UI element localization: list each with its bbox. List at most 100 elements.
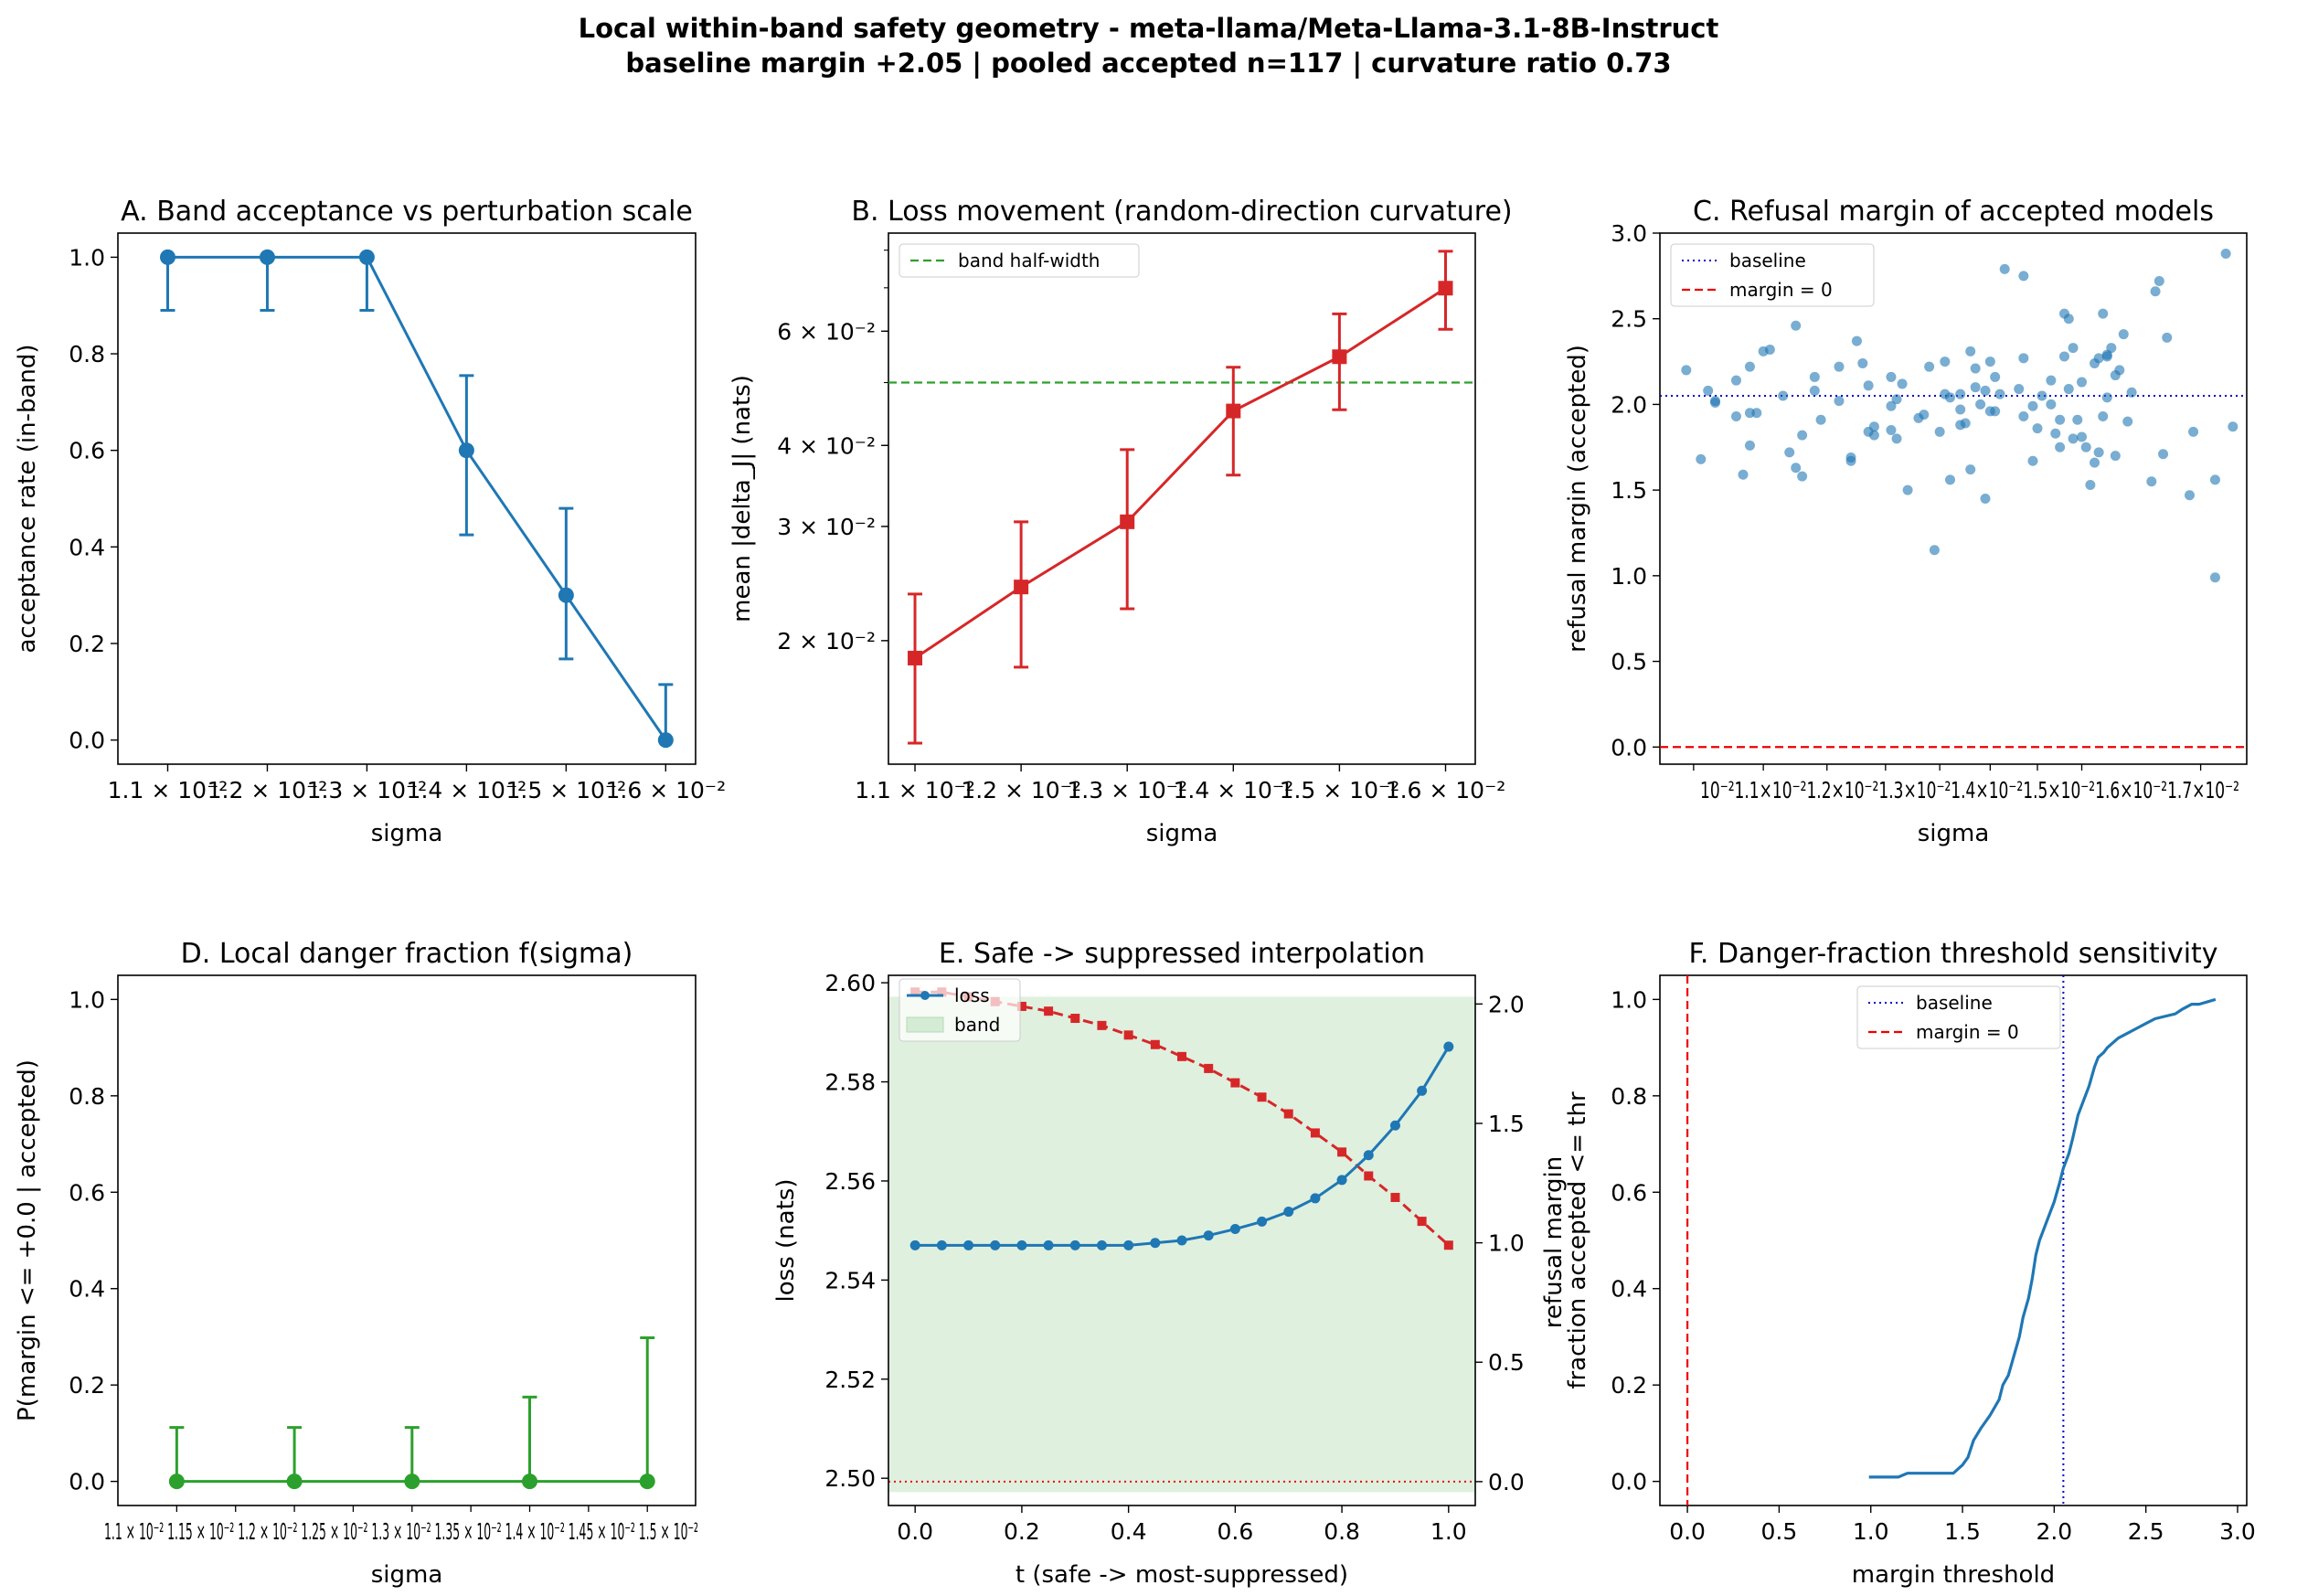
loss-point-e bbox=[1016, 1240, 1027, 1250]
x-tick-label-b: 1.3 × 10⁻² bbox=[1067, 777, 1187, 803]
data-point-b bbox=[1332, 349, 1347, 365]
scatter-point-c bbox=[2036, 390, 2047, 401]
scatter-point-c bbox=[2220, 248, 2231, 259]
scatter-point-c bbox=[1834, 396, 1845, 407]
y-tick-label-e: 2.58 bbox=[824, 1069, 876, 1096]
series-line-a bbox=[167, 255, 667, 741]
scatter-point-c bbox=[1886, 425, 1897, 436]
loss-point-e bbox=[1096, 1240, 1107, 1250]
legend-label-loss: loss bbox=[954, 984, 990, 1006]
legend-c: baseline margin = 0 bbox=[1670, 243, 1875, 307]
scatter-point-c bbox=[1944, 392, 1955, 403]
scatter-point-c bbox=[2101, 392, 2112, 403]
plot-frame-d bbox=[117, 974, 697, 1506]
series-line-b bbox=[914, 287, 1447, 660]
x-tick-label-f: 1.5 bbox=[1944, 1518, 1981, 1545]
margin-point-e bbox=[1177, 1051, 1186, 1061]
loss-point-e bbox=[936, 1240, 947, 1250]
data-point-b bbox=[1226, 403, 1241, 419]
scatter-point-c bbox=[1791, 320, 1802, 331]
loss-point-e bbox=[1443, 1041, 1454, 1052]
margin-line-e bbox=[915, 990, 1450, 1247]
y2-tick-label-e: 0.5 bbox=[1488, 1349, 1525, 1376]
scatter-point-c bbox=[2098, 411, 2109, 422]
scatter-point-c bbox=[1863, 380, 1874, 391]
scatter-point-c bbox=[1897, 378, 1908, 389]
data-point-d bbox=[404, 1474, 420, 1490]
scatter-point-c bbox=[2185, 490, 2196, 501]
data-point-b bbox=[1014, 580, 1029, 595]
scatter-point-c bbox=[1990, 406, 2001, 417]
panel-c: 0.0 0.5 1.0 1.5 2.0 2.5 3.0 10⁻²1.1×10⁻²1.2×10⁻… bbox=[1564, 196, 2248, 847]
data-point-b bbox=[908, 650, 923, 665]
plot-frame-f bbox=[1659, 974, 2248, 1506]
scatter-point-c bbox=[1960, 418, 1971, 429]
margin-point-e bbox=[1390, 1192, 1400, 1202]
scatter-point-c bbox=[1944, 474, 1955, 485]
y-tick-label-b: 3 × 10⁻² bbox=[777, 514, 876, 540]
scatter-point-c bbox=[1970, 363, 1981, 374]
scatter-point-c bbox=[1965, 346, 1976, 356]
y-tick-label-d: 0.2 bbox=[69, 1372, 105, 1399]
scatter-point-c bbox=[1891, 394, 1902, 405]
data-point-a bbox=[558, 587, 574, 603]
scatter-point-c bbox=[1868, 430, 1879, 441]
scatter-point-c bbox=[1703, 385, 1714, 396]
scatter-point-c bbox=[2027, 400, 2038, 411]
x-axis-label-b: sigma bbox=[1146, 820, 1218, 847]
legend-label-band: band half-width bbox=[958, 250, 1100, 271]
scatter-point-c bbox=[2077, 377, 2088, 388]
scatter-point-c bbox=[1809, 371, 1820, 382]
loss-point-e bbox=[1257, 1216, 1268, 1227]
legend-f: baseline margin = 0 bbox=[1856, 985, 2061, 1049]
plot-frame-b bbox=[888, 232, 1476, 765]
figure-title-line2: baseline margin +2.05 | pooled accepted … bbox=[625, 48, 1672, 79]
y2-tick-label-e: 0.0 bbox=[1488, 1469, 1525, 1495]
y-tick-label-f: 0.4 bbox=[1611, 1276, 1647, 1303]
y-axis-label-d: P(margin <= +0.0 | accepted) bbox=[14, 1059, 41, 1421]
margin-point-e bbox=[1337, 1147, 1347, 1157]
x-axis-label-a: sigma bbox=[371, 820, 443, 847]
scatter-point-c bbox=[1797, 471, 1808, 482]
scatter-point-c bbox=[2046, 375, 2057, 386]
y-tick-label-f: 0.2 bbox=[1611, 1372, 1647, 1399]
margin-point-e bbox=[1230, 1078, 1240, 1088]
x-tick-label-b: 1.6 × 10⁻² bbox=[1386, 777, 1506, 803]
scatter-point-c bbox=[2018, 353, 2029, 364]
scatter-point-c bbox=[1980, 494, 1991, 504]
scatter-point-c bbox=[1764, 344, 1775, 355]
panel-f: 0.0 0.2 0.4 0.6 0.8 1.0 0.0 0.5 1.0 1.5 2.0 2.5 3.0 b… bbox=[1564, 938, 2256, 1589]
scatter-point-c bbox=[1845, 455, 1856, 466]
y-tick-label-f: 0.6 bbox=[1611, 1179, 1647, 1206]
margin-point-e bbox=[1123, 1030, 1133, 1040]
scatter-point-c bbox=[1891, 433, 1902, 444]
scatter-point-c bbox=[1994, 388, 2005, 399]
scatter-point-c bbox=[2027, 455, 2038, 466]
y-tick-label-a: 0.0 bbox=[69, 728, 105, 754]
scatter-point-c bbox=[1940, 356, 1951, 367]
x-axis-label-d: sigma bbox=[371, 1561, 443, 1589]
x-tick-label-a: 1.2 × 10⁻² bbox=[207, 777, 328, 803]
plot-frame-c bbox=[1659, 232, 2248, 765]
y-tick-label-f: 1.0 bbox=[1611, 986, 1647, 1013]
legend-label-zero: margin = 0 bbox=[1916, 1021, 2019, 1043]
plot-frame-e bbox=[888, 974, 1476, 1506]
y-tick-label-b: 6 × 10⁻² bbox=[777, 318, 876, 345]
scatter-point-c bbox=[1868, 421, 1879, 432]
scatter-point-c bbox=[2068, 433, 2079, 444]
scatter-point-c bbox=[2046, 399, 2057, 410]
y-tick-label-d: 0.8 bbox=[69, 1083, 105, 1110]
x-tick-label-e: 0.0 bbox=[897, 1518, 933, 1545]
y-tick-label-b: 4 × 10⁻² bbox=[777, 432, 876, 459]
loss-point-e bbox=[963, 1240, 974, 1250]
scatter-point-c bbox=[1955, 404, 1966, 415]
y-tick-label-c: 3.0 bbox=[1611, 220, 1647, 247]
y-tick-label-a: 0.2 bbox=[69, 631, 105, 657]
legend-label-zero: margin = 0 bbox=[1729, 279, 1833, 301]
legend-e: loss band bbox=[899, 978, 1021, 1042]
data-point-b bbox=[1120, 514, 1135, 529]
x-tick-label-b: 1.1 × 10⁻² bbox=[855, 777, 975, 803]
scatter-point-c bbox=[1929, 545, 1940, 556]
y-tick-label-f: 0.8 bbox=[1611, 1083, 1647, 1110]
